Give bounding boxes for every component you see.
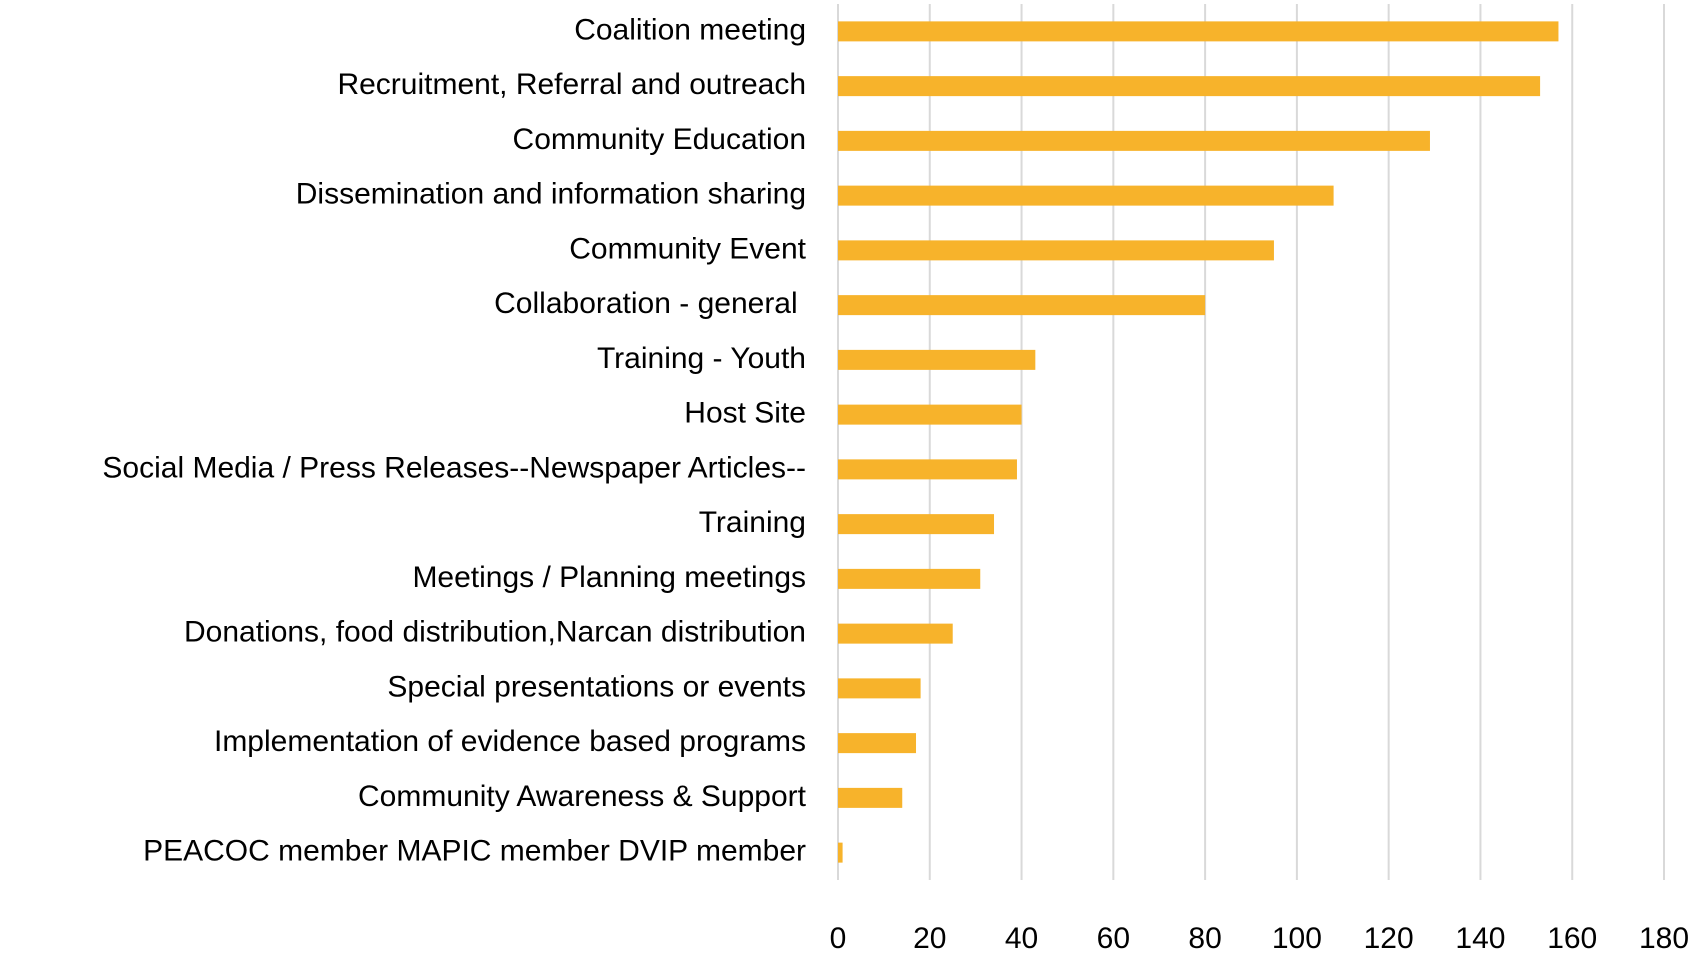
y-tick-label: Community Awareness & Support xyxy=(358,780,807,813)
bar xyxy=(838,678,921,699)
bar xyxy=(838,787,903,808)
bar xyxy=(838,349,1036,370)
y-tick-label: Donations, food distribution,Narcan dist… xyxy=(184,616,806,649)
bar xyxy=(838,568,981,589)
bar xyxy=(838,185,1334,206)
bar xyxy=(838,76,1541,97)
bar xyxy=(838,130,1430,151)
y-tick-label: Community Event xyxy=(569,232,806,265)
bar xyxy=(838,459,1017,480)
y-tick-label: Recruitment, Referral and outreach xyxy=(337,68,806,101)
x-tick-label: 80 xyxy=(1188,922,1221,955)
y-tick-label: Training - Youth xyxy=(597,342,806,375)
y-tick-label: Host Site xyxy=(684,397,806,430)
bar xyxy=(838,514,995,535)
y-tick-label: Meetings / Planning meetings xyxy=(412,561,806,594)
y-tick-label: Implementation of evidence based program… xyxy=(214,725,806,758)
bar xyxy=(838,623,953,644)
bar xyxy=(838,21,1559,42)
bar xyxy=(838,295,1206,316)
x-tick-label: 180 xyxy=(1639,922,1689,955)
x-tick-label: 60 xyxy=(1097,922,1130,955)
x-tick-label: 20 xyxy=(913,922,946,955)
y-tick-label: Community Education xyxy=(513,123,806,156)
bar xyxy=(838,240,1274,261)
bar xyxy=(838,404,1022,425)
y-tick-label: Training xyxy=(699,506,806,539)
x-tick-label: 120 xyxy=(1364,922,1414,955)
x-tick-label: 40 xyxy=(1005,922,1038,955)
bar xyxy=(838,733,917,754)
y-tick-label: Dissemination and information sharing xyxy=(296,178,806,211)
y-tick-label: Collaboration - general xyxy=(494,287,806,320)
x-tick-label: 160 xyxy=(1547,922,1597,955)
y-tick-label: Social Media / Press Releases--Newspaper… xyxy=(102,451,806,484)
y-tick-label: PEACOC member MAPIC member DVIP member xyxy=(143,835,806,868)
x-tick-label: 100 xyxy=(1272,922,1322,955)
y-tick-label: Special presentations or events xyxy=(387,670,806,703)
y-tick-label: Coalition meeting xyxy=(574,13,806,46)
bar xyxy=(838,842,843,863)
x-tick-label: 140 xyxy=(1455,922,1505,955)
x-tick-label: 0 xyxy=(830,922,847,955)
